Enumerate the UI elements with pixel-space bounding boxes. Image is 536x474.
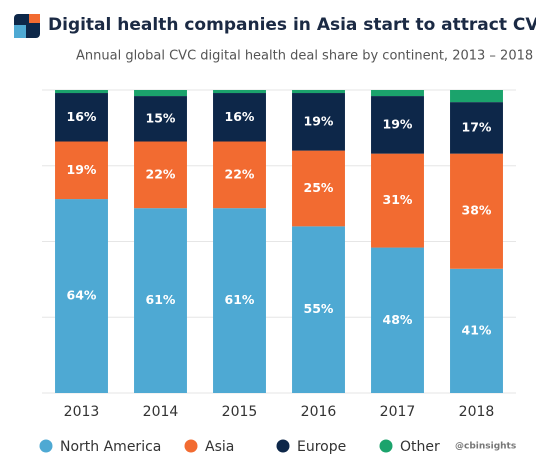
source: @cbinsights [455,442,516,452]
bar-segment [292,150,345,227]
data-label: 25% [304,180,334,195]
bar-segment [55,141,108,200]
bar-segment [134,208,187,393]
bar-segment [292,93,345,151]
x-tick-label: 2017 [380,404,416,420]
bar-segment [134,90,187,97]
bar-segment [213,90,266,94]
legend-marker [184,439,198,453]
legend-label: Asia [205,439,234,455]
bar-segment [450,153,503,269]
legend-marker [39,439,53,453]
data-label: 38% [462,203,492,218]
chart-subtitle: Annual global CVC digital health deal sh… [76,49,533,64]
bar-segment [55,90,108,94]
legend-marker [379,439,393,453]
data-label: 61% [146,292,176,307]
chart-title: Digital health companies in Asia start t… [48,15,536,35]
data-label: 16% [225,109,255,124]
data-label: 19% [67,162,97,177]
bar-segment [134,96,187,142]
data-label: 19% [304,113,334,128]
data-label: 22% [225,166,255,181]
bar-segment [371,153,424,248]
bar-segment [292,90,345,94]
logo [14,14,40,38]
x-tick-label: 2013 [64,404,100,420]
x-tick-label: 2018 [459,404,495,420]
bar-segment [292,226,345,393]
data-label: 48% [383,312,413,327]
bar-segment [371,96,424,154]
bar-segment [55,93,108,142]
bar-segment [450,90,503,103]
data-label: 22% [146,166,176,181]
legend-label: Other [400,439,440,455]
data-label: 31% [383,192,413,207]
bar-segment [213,208,266,393]
legend-marker [276,439,290,453]
x-tick-label: 2014 [143,404,179,420]
x-tick-label: 2015 [222,404,258,420]
data-label: 61% [225,292,255,307]
data-label: 41% [462,322,492,337]
data-label: 55% [304,301,334,316]
data-label: 15% [146,110,176,125]
bar-segment [450,268,503,393]
x-tick-label: 2016 [301,404,337,420]
bar-segment [213,141,266,209]
bar-segment [371,90,424,97]
data-label: 16% [67,109,97,124]
bar-segment [55,199,108,393]
legend-label: Europe [297,439,346,455]
data-label: 17% [462,119,492,134]
bar-segment [134,141,187,209]
bar-segment [450,102,503,154]
data-label: 19% [383,116,413,131]
bar-segment [213,93,266,142]
data-label: 64% [67,288,97,303]
bar-segment [371,247,424,393]
legend-label: North America [60,439,161,455]
